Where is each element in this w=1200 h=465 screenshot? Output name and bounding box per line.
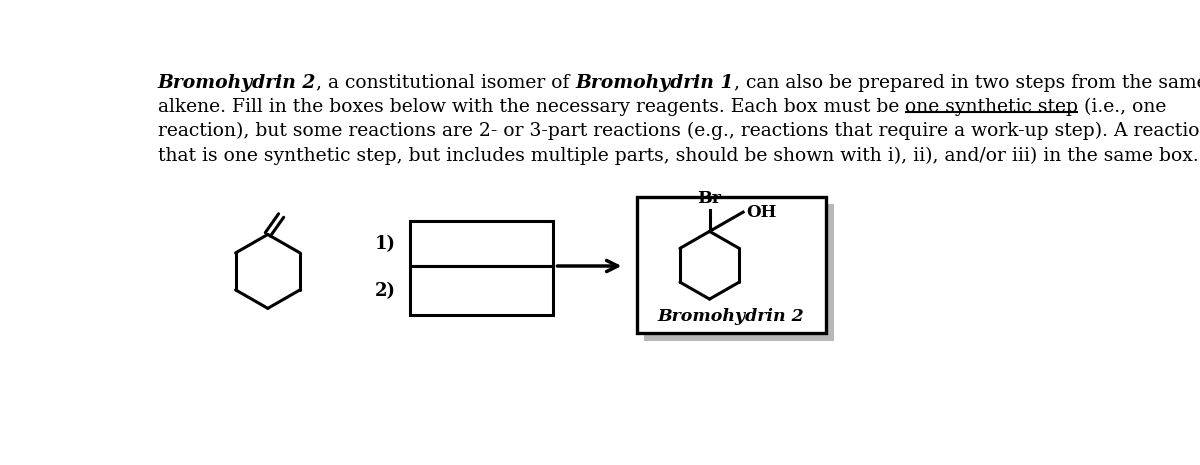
Bar	[409, 221, 553, 266]
Text: 1): 1)	[374, 235, 396, 252]
Text: alkene. Fill in the boxes below with the necessary reagents. Each box must be: alkene. Fill in the boxes below with the…	[157, 98, 905, 116]
Text: reaction), but some reactions are 2- or 3-part reactions (e.g., reactions that r: reaction), but some reactions are 2- or …	[157, 122, 1200, 140]
Bar	[637, 197, 826, 333]
Text: 2): 2)	[374, 282, 396, 299]
Text: , a constitutional isomer of: , a constitutional isomer of	[316, 73, 576, 92]
Text: OH: OH	[746, 204, 776, 220]
Text: Bromohydrin 1: Bromohydrin 1	[576, 73, 734, 92]
Text: that is one synthetic step, but includes multiple parts, should be shown with i): that is one synthetic step, but includes…	[157, 146, 1199, 165]
Bar	[644, 205, 834, 341]
Text: Bromohydrin 2: Bromohydrin 2	[157, 73, 316, 92]
Bar	[409, 266, 553, 315]
Text: Bromohydrin 2: Bromohydrin 2	[658, 308, 805, 326]
Text: (i.e., one: (i.e., one	[1078, 98, 1166, 116]
Text: , can also be prepared in two steps from the same: , can also be prepared in two steps from…	[734, 73, 1200, 92]
Text: one synthetic step: one synthetic step	[905, 98, 1078, 116]
Text: Br: Br	[697, 190, 721, 207]
